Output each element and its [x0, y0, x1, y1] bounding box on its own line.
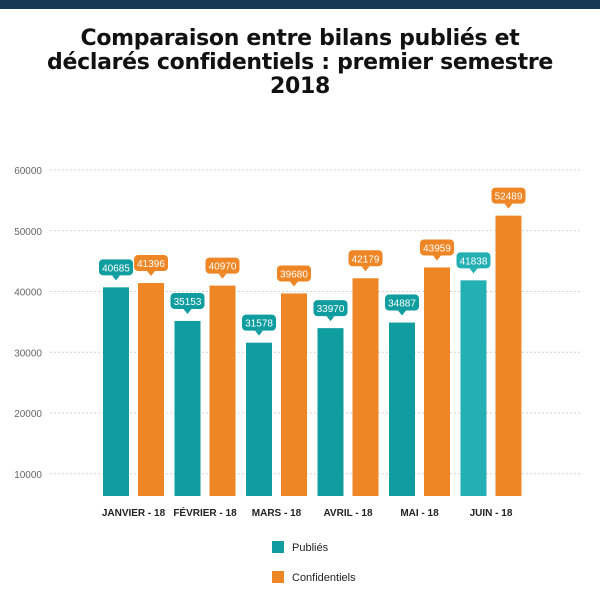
legend-swatch	[272, 571, 284, 583]
value-callout-pointer	[112, 275, 120, 281]
data-label: 42179	[352, 254, 380, 265]
legend-swatch	[272, 541, 284, 553]
data-label: 41838	[460, 256, 488, 267]
value-callout	[205, 257, 240, 274]
value-callout	[313, 300, 348, 317]
value-callout-pointer	[218, 273, 227, 279]
bar-publies	[246, 342, 272, 496]
value-callout-pointer	[147, 271, 155, 277]
value-callout	[99, 259, 133, 276]
value-callout-pointer	[469, 268, 478, 274]
data-label: 40970	[209, 262, 237, 273]
x-category-label: FÉVRIER - 18	[173, 506, 237, 519]
bar-confidentiels	[424, 267, 450, 496]
value-callout	[420, 239, 454, 256]
y-tick-label: 60000	[14, 166, 42, 177]
value-callout	[134, 255, 168, 272]
data-label: 35153	[174, 297, 202, 308]
data-label: 43959	[423, 243, 451, 254]
bar-publies	[317, 328, 344, 496]
header-band	[0, 0, 600, 9]
y-tick-label: 40000	[14, 288, 42, 299]
value-callout	[456, 252, 491, 269]
data-label: 41396	[137, 259, 165, 270]
x-category-label: MARS - 18	[252, 508, 302, 519]
x-category-label: JANVIER - 18	[102, 508, 166, 519]
data-label: 40685	[102, 263, 130, 274]
value-callout	[348, 250, 383, 267]
value-callout	[385, 294, 419, 311]
legend-label: Publiés	[292, 542, 329, 554]
value-callout-pointer	[290, 281, 298, 287]
bar-publies	[389, 322, 415, 496]
data-label: 31578	[245, 319, 273, 330]
bar-confidentiels	[138, 283, 164, 496]
value-callout-pointer	[433, 255, 441, 261]
bar-publies	[103, 287, 129, 496]
value-callout	[491, 187, 526, 204]
legend-label: Confidentiels	[292, 572, 356, 584]
bar-confidentiels	[495, 215, 522, 496]
value-callout-pointer	[398, 310, 406, 316]
data-label: 39680	[280, 269, 308, 280]
x-category-label: JUIN - 18	[470, 508, 513, 519]
value-callout	[170, 292, 205, 309]
bar-confidentiels	[209, 285, 236, 496]
data-label: 52489	[495, 192, 523, 203]
value-callout	[277, 265, 311, 282]
data-label: 33970	[317, 304, 345, 315]
bar-confidentiels	[281, 293, 307, 496]
bar-publies	[174, 320, 201, 496]
data-label: 34887	[388, 299, 416, 310]
value-callout-pointer	[183, 308, 192, 314]
value-callout-pointer	[361, 266, 370, 272]
value-callout-pointer	[326, 316, 335, 322]
x-category-label: AVRIL - 18	[323, 508, 373, 519]
chart-title: Comparaison entre bilans publiés et décl…	[47, 26, 553, 99]
y-tick-label: 10000	[14, 470, 42, 481]
x-category-label: MAI - 18	[400, 508, 439, 519]
y-tick-label: 30000	[14, 348, 42, 359]
bar-publies	[460, 280, 487, 496]
y-tick-label: 20000	[14, 409, 42, 420]
y-tick-label: 50000	[14, 227, 42, 238]
bar-confidentiels	[352, 278, 379, 496]
value-callout-pointer	[504, 203, 513, 209]
value-callout	[242, 314, 276, 331]
value-callout-pointer	[255, 330, 263, 336]
